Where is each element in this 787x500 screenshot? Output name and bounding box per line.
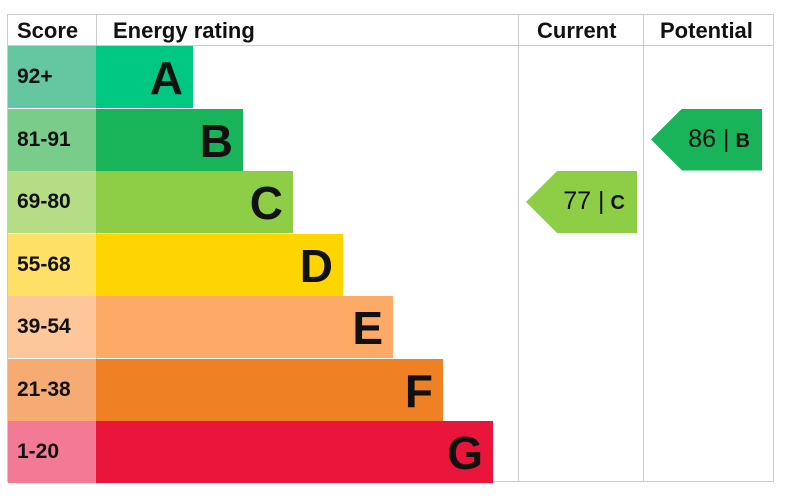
header-divider [7,45,774,46]
potential-value: 86 [688,124,717,153]
score-f: 21-38 [8,358,96,421]
band-bar-f: F [96,358,443,421]
score-g: 1-20 [8,421,96,483]
band-bar-b: B [96,108,243,171]
separator: | [716,124,730,153]
score-b: 81-91 [8,108,96,171]
band-bar-c: C [96,171,293,233]
band-bar-e: E [96,296,393,358]
header-potential: Potential [660,18,753,43]
band-bar-a: A [96,46,193,108]
header-score: Score [17,18,79,43]
divider [643,14,644,482]
header-current: Current [537,18,617,43]
score-a: 92+ [8,46,96,108]
current-letter: C [610,192,625,214]
score-d: 55-68 [8,233,96,296]
score-c: 69-80 [8,171,96,233]
current-value: 77 [563,187,592,215]
band-bar-g: G [96,421,493,483]
score-e: 39-54 [8,296,96,358]
band-bar-d: D [96,233,343,296]
potential-letter: B [735,129,750,152]
header-energy-rating: Energy rating [113,18,255,43]
separator: | [591,187,605,215]
divider [518,14,519,482]
